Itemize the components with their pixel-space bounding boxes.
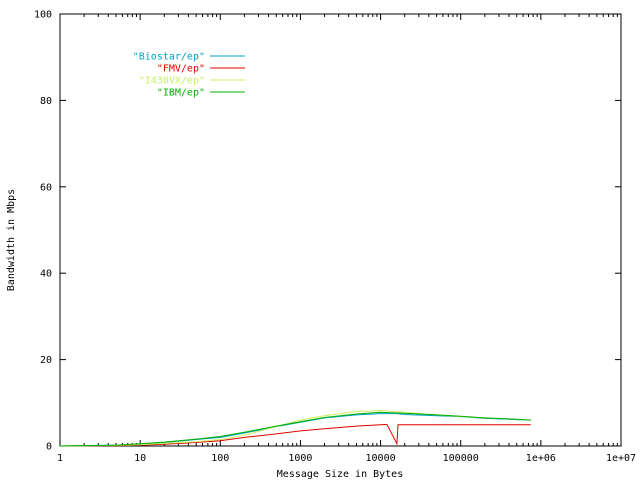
x-axis-ticks: 1 10 100 1000 10000 100000 1e+06 1e+07: [57, 14, 636, 464]
y-tick-label: 80: [40, 96, 52, 107]
legend: "Biostar/ep""FMV/ep""I430VX/ep""IBM/ep": [133, 52, 245, 99]
plot-frame: [59, 13, 622, 447]
series-line: [59, 413, 531, 447]
y-axis-ticks: 0 20 40 60 80 100: [34, 10, 621, 453]
series-lines: [59, 410, 531, 447]
x-tick-label: 1: [57, 453, 63, 464]
x-tick-label: 1e+07: [606, 453, 636, 464]
x-tick-label: 10000: [366, 453, 396, 464]
legend-label: "Biostar/ep": [133, 52, 205, 63]
y-axis-title: Bandwidth in Mbps: [6, 189, 17, 291]
y-tick-label: 20: [40, 355, 52, 366]
x-tick-label: 100: [211, 453, 229, 464]
x-axis-title: Message Size in Bytes: [277, 469, 403, 480]
series-line: [59, 411, 531, 447]
x-tick-label: 10: [134, 453, 146, 464]
legend-label: "IBM/ep": [157, 88, 205, 99]
x-tick-label: 1000: [288, 453, 312, 464]
x-tick-label: 1e+06: [526, 453, 556, 464]
series-line: [59, 423, 531, 447]
y-tick-label: 60: [40, 182, 52, 193]
y-tick-label: 40: [40, 269, 52, 280]
x-tick-label: 100000: [443, 453, 479, 464]
y-tick-label: 0: [46, 442, 52, 453]
legend-label: "I430VX/ep": [139, 76, 205, 87]
y-tick-label: 100: [34, 10, 52, 21]
legend-label: "FMV/ep": [157, 64, 205, 75]
